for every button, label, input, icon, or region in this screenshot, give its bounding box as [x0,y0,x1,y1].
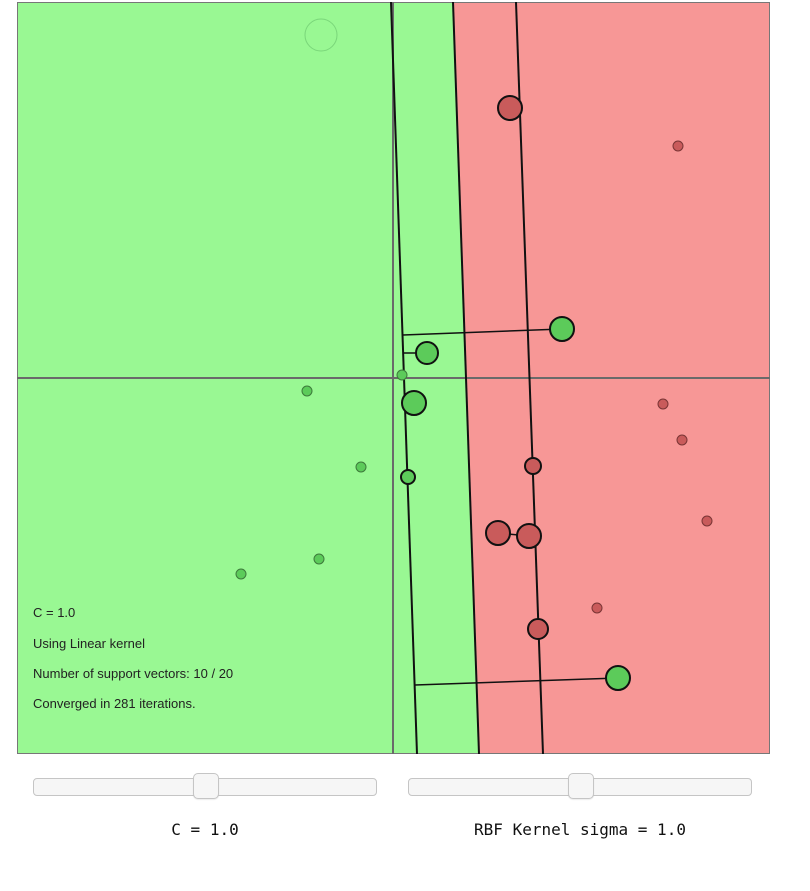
negative-point[interactable] [657,398,669,410]
negative-point[interactable] [591,602,603,614]
decision-boundary-line [452,2,480,754]
negative-point[interactable] [676,434,688,446]
positive-support-vector[interactable] [400,469,416,485]
sigma-slider[interactable] [408,773,752,799]
sigma-slider-handle[interactable] [568,773,594,799]
slack-connector [414,677,619,686]
slack-connector [402,328,563,336]
faint-cursor-circle [304,18,338,52]
negative-support-vector[interactable] [516,523,542,549]
negative-point[interactable] [672,140,684,152]
positive-point[interactable] [301,385,313,397]
positive-point[interactable] [355,461,367,473]
negative-point[interactable] [701,515,713,527]
negative-support-vector[interactable] [524,457,542,475]
positive-support-vector[interactable] [605,665,631,691]
kernel-text: Using Linear kernel [33,636,146,651]
positive-support-vector[interactable] [415,341,439,365]
positive-support-vector[interactable] [549,316,575,342]
svm-plot-canvas[interactable] [17,2,770,754]
positive-point[interactable] [396,369,408,381]
negative-support-vector[interactable] [485,520,511,546]
support-vectors-text: Number of support vectors: 10 / 20 [33,666,234,681]
svm-visualization[interactable] [17,2,770,754]
iterations-text: Converged in 281 iterations. [33,696,196,711]
c-slider-label: C = 1.0 [171,820,239,839]
positive-support-vector[interactable] [401,390,427,416]
negative-support-vector[interactable] [527,618,549,640]
c-slider-handle[interactable] [193,773,219,799]
c-slider[interactable] [33,773,377,799]
positive-point[interactable] [235,568,247,580]
positive-point[interactable] [313,553,325,565]
negative-support-vector[interactable] [497,95,523,121]
sigma-slider-label: RBF Kernel sigma = 1.0 [474,820,686,839]
c-value-text: C = 1.0 [33,605,76,620]
